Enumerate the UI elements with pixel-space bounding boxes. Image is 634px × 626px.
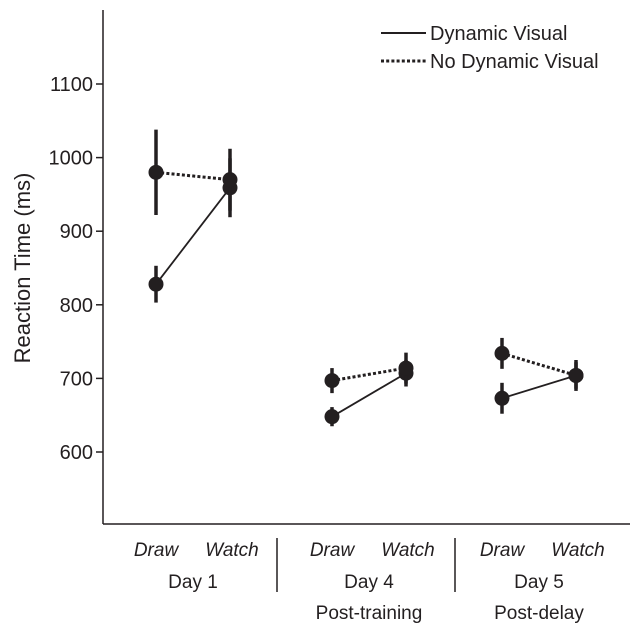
y-tick-label: 1000 <box>49 148 94 170</box>
data-point <box>324 409 340 425</box>
group-label: Day 5 <box>514 572 564 593</box>
y-tick-label: 700 <box>60 368 93 390</box>
group-sublabel: Post-delay <box>494 603 584 624</box>
series-line-segment <box>331 372 407 418</box>
data-point <box>324 373 340 389</box>
data-point <box>398 360 414 376</box>
data-point <box>494 390 510 406</box>
series-line-segment <box>155 187 231 285</box>
axes: 600 700 800 900 1000 1100 <box>49 10 630 525</box>
condition-label: Draw <box>480 540 526 561</box>
data-point <box>148 164 164 180</box>
data-point <box>494 345 510 361</box>
plot-marks <box>148 129 584 427</box>
legend: Dynamic Visual No Dynamic Visual <box>381 23 599 73</box>
y-tick-label: 800 <box>60 295 93 317</box>
condition-label: Watch <box>205 540 259 561</box>
legend-label: No Dynamic Visual <box>430 51 599 73</box>
group-label: Day 1 <box>168 572 218 593</box>
data-point <box>568 367 584 383</box>
series-line-segment <box>501 351 577 377</box>
series-line-segment <box>155 170 231 182</box>
group-label: Day 4 <box>344 572 394 593</box>
data-point <box>148 276 164 292</box>
legend-label: Dynamic Visual <box>430 23 567 45</box>
y-tick-label: 600 <box>60 442 93 464</box>
condition-label: Watch <box>381 540 435 561</box>
y-tick-label: 1100 <box>50 74 93 96</box>
condition-label: Draw <box>134 540 180 561</box>
condition-label: Watch <box>551 540 605 561</box>
group-sublabel: Post-training <box>316 603 423 624</box>
y-axis-title: Reaction Time (ms) <box>10 173 35 364</box>
series-line-segment <box>501 374 577 400</box>
x-axis-labels: Draw Watch Day 1 Draw Watch Day 4 Post-trainin… <box>134 538 605 624</box>
condition-label: Draw <box>310 540 356 561</box>
y-tick-label: 900 <box>60 221 93 243</box>
series-line-segment <box>331 366 407 383</box>
data-point <box>222 172 238 188</box>
